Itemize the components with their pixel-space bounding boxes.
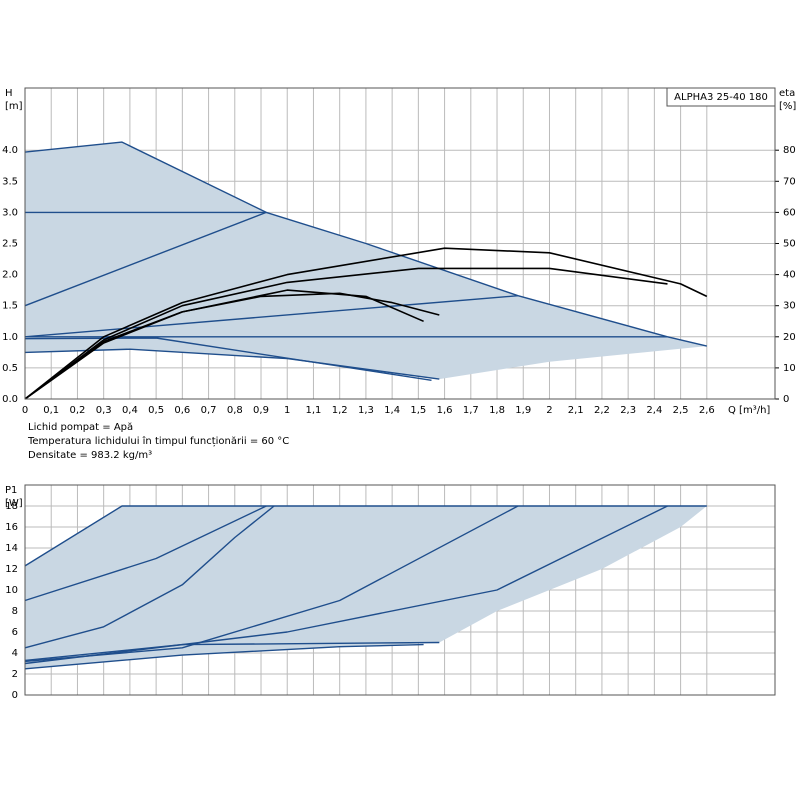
y2-tick-label: 20 xyxy=(783,332,796,343)
y-axis-label: P1 xyxy=(5,485,17,496)
y2-tick-label: 30 xyxy=(783,301,796,312)
y-tick-label: 4.0 xyxy=(2,145,18,156)
y2-tick-label: 80 xyxy=(783,145,796,156)
plot-frame xyxy=(24,87,776,400)
note: Lichid pompat = Apă xyxy=(28,422,133,433)
x-tick-label: 2,4 xyxy=(646,405,662,416)
y2-axis-label: eta xyxy=(779,88,795,99)
y2-tick-label: 60 xyxy=(783,207,796,218)
x-tick-label: 1 xyxy=(284,405,290,416)
x-tick-label: 1,1 xyxy=(306,405,322,416)
y-tick-label: 6 xyxy=(12,627,18,638)
x-tick-label: 0,2 xyxy=(69,405,85,416)
note: Temperatura lichidului în timpul funcțio… xyxy=(27,435,289,447)
y-tick-label: 2.0 xyxy=(2,270,18,281)
y-axis-label: [m] xyxy=(5,101,23,112)
x-tick-label: 0,4 xyxy=(122,405,138,416)
x-tick-label: 0,3 xyxy=(96,405,112,416)
x-tick-label: 1,7 xyxy=(463,405,479,416)
y-tick-label: 0.0 xyxy=(2,394,18,405)
y2-tick-label: 10 xyxy=(783,363,796,374)
y2-tick-label: 0 xyxy=(783,394,789,405)
y-axis-label: H xyxy=(5,88,13,99)
x-tick-label: 0,7 xyxy=(201,405,217,416)
y-axis-label: [W] xyxy=(5,498,23,509)
x-tick-label: 2,3 xyxy=(620,405,636,416)
y2-tick-label: 40 xyxy=(783,270,796,281)
x-tick-label: 2 xyxy=(546,405,552,416)
curve xyxy=(24,267,668,400)
curve xyxy=(24,289,424,400)
y-tick-label: 10 xyxy=(5,585,18,596)
note: Densitate = 983.2 kg/m³ xyxy=(28,450,152,461)
y-tick-label: 16 xyxy=(5,522,18,533)
y-tick-label: 1.0 xyxy=(2,332,18,343)
x-tick-label: 2,5 xyxy=(673,405,689,416)
x-tick-label: 1,8 xyxy=(489,405,505,416)
plot-frame xyxy=(24,484,776,696)
x-tick-label: 2,6 xyxy=(699,405,715,416)
x-tick-label: 0,6 xyxy=(174,405,190,416)
curve xyxy=(24,295,519,338)
x-tick-label: 2,2 xyxy=(594,405,610,416)
x-axis-label: Q [m³/h] xyxy=(728,405,770,416)
curve xyxy=(24,348,440,380)
x-tick-label: 1,2 xyxy=(332,405,348,416)
y-tick-label: 1.5 xyxy=(2,301,18,312)
y-tick-label: 2 xyxy=(12,669,18,680)
y-tick-label: 4 xyxy=(12,648,18,659)
x-tick-label: 0,8 xyxy=(227,405,243,416)
x-tick-label: 2,1 xyxy=(568,405,584,416)
curve xyxy=(24,247,708,400)
x-tick-label: 1,6 xyxy=(437,405,453,416)
curve xyxy=(24,292,440,400)
y-tick-label: 14 xyxy=(5,543,18,554)
y-tick-label: 3.5 xyxy=(2,176,18,187)
y2-tick-label: 70 xyxy=(783,176,796,187)
chart-title: ALPHA3 25-40 180 xyxy=(674,92,768,103)
y-tick-label: 0 xyxy=(12,690,18,701)
curve xyxy=(24,643,424,670)
x-tick-label: 1,3 xyxy=(358,405,374,416)
x-tick-label: 0,5 xyxy=(148,405,164,416)
x-tick-label: 1,9 xyxy=(515,405,531,416)
curve xyxy=(24,505,267,602)
x-tick-label: 1,5 xyxy=(410,405,426,416)
curve xyxy=(24,505,707,567)
title-box xyxy=(666,87,776,107)
x-tick-label: 1,4 xyxy=(384,405,400,416)
curve xyxy=(24,211,267,307)
curve xyxy=(24,337,432,381)
y-tick-label: 3.0 xyxy=(2,207,18,218)
x-tick-label: 0,1 xyxy=(43,405,59,416)
y2-axis-label: [%] xyxy=(779,101,796,112)
x-tick-label: 0,9 xyxy=(253,405,269,416)
y-tick-label: 8 xyxy=(12,606,18,617)
y-tick-label: 18 xyxy=(5,501,18,512)
y-tick-label: 12 xyxy=(5,564,18,575)
curve xyxy=(24,505,275,649)
y-tick-label: 2.5 xyxy=(2,239,18,250)
y-tick-label: 0.5 xyxy=(2,363,18,374)
y2-tick-label: 50 xyxy=(783,239,796,250)
curve xyxy=(24,641,440,662)
x-tick-label: 0 xyxy=(22,405,28,416)
